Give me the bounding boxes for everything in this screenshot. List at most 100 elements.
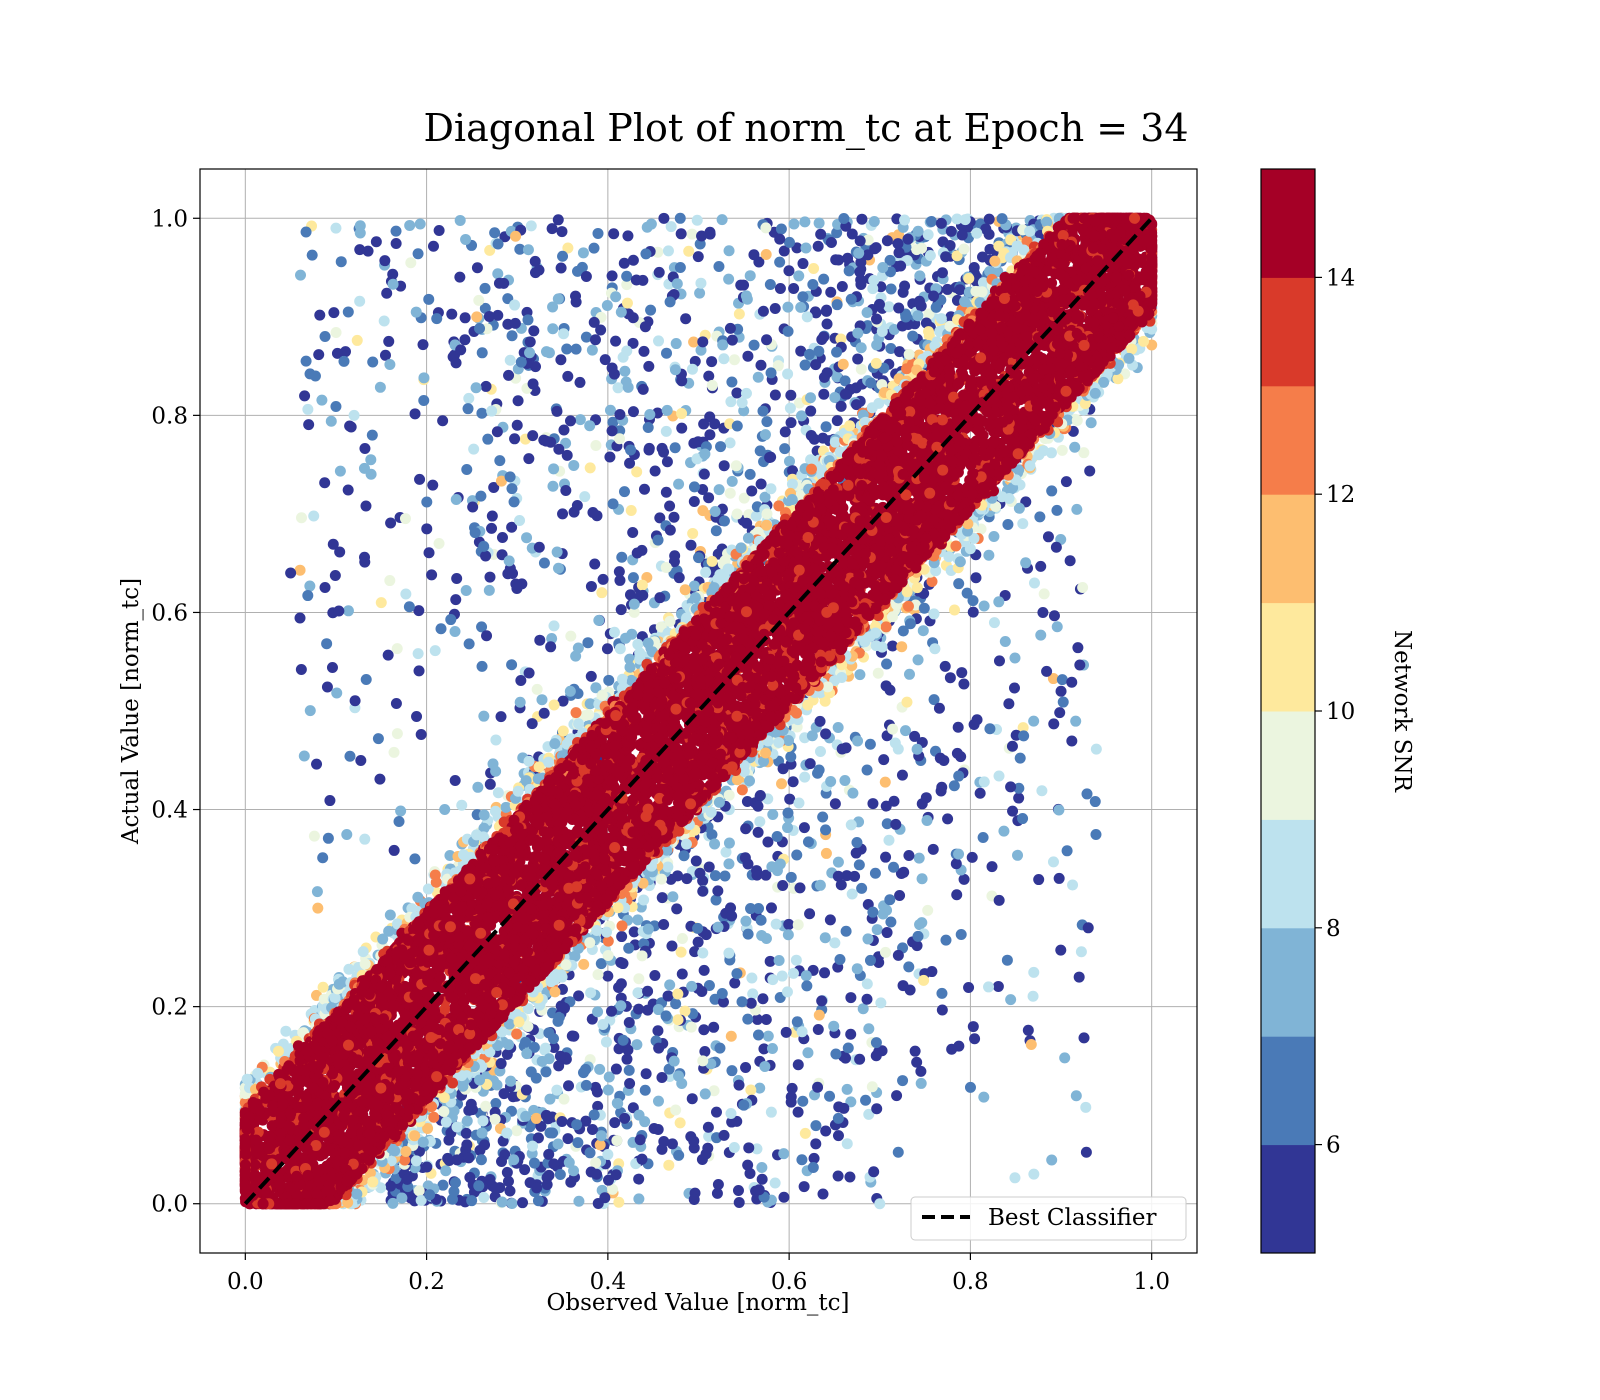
- scatter-point: [641, 221, 653, 233]
- scatter-point: [616, 931, 628, 943]
- scatter-point: [766, 1042, 778, 1054]
- scatter-point: [413, 605, 425, 617]
- scatter-point: [829, 798, 841, 810]
- scatter-point: [754, 789, 766, 801]
- scatter-point: [541, 1172, 553, 1184]
- scatter-point: [630, 274, 642, 286]
- scatter-point: [815, 228, 827, 240]
- scatter-point: [809, 306, 821, 318]
- scatter-point: [783, 734, 795, 746]
- scatter-point: [354, 244, 366, 256]
- scatter-point: [769, 1177, 781, 1189]
- scatter-point: [852, 353, 864, 365]
- scatter-point: [778, 245, 790, 257]
- scatter-point: [393, 816, 405, 828]
- scatter-point: [302, 403, 314, 415]
- scatter-point: [459, 334, 471, 346]
- scatter-point: [686, 1093, 698, 1105]
- scatter-point: [863, 1023, 875, 1035]
- scatter-point: [463, 1152, 475, 1164]
- scatter-point: [319, 331, 331, 343]
- scatter-point: [869, 627, 881, 639]
- scatter-point: [799, 1127, 811, 1139]
- scatter-point: [473, 1180, 485, 1192]
- scatter-point: [816, 995, 828, 1007]
- scatter-point: [833, 1101, 845, 1113]
- scatter-point: [658, 212, 670, 224]
- scatter-point: [950, 858, 962, 870]
- scatter-point: [818, 273, 830, 285]
- scatter-point: [515, 356, 527, 368]
- scatter-point: [913, 852, 925, 864]
- scatter-point: [846, 888, 858, 900]
- scatter-point: [920, 317, 932, 329]
- scatter-point: [832, 1112, 844, 1124]
- scatter-point: [691, 214, 703, 226]
- scatter-point: [861, 993, 873, 1005]
- scatter-point: [612, 382, 624, 394]
- scatter-point: [740, 387, 752, 399]
- scatter-point: [591, 1168, 603, 1180]
- scatter-point: [680, 313, 692, 325]
- scatter-point: [1017, 813, 1029, 825]
- scatter-point: [697, 947, 709, 959]
- scatter-point: [744, 1167, 756, 1179]
- scatter-point: [577, 247, 589, 259]
- scatter-point: [832, 722, 844, 734]
- scatter-point: [476, 660, 488, 672]
- scatter-point: [527, 378, 539, 390]
- scatter-point: [351, 334, 363, 346]
- scatter-point: [870, 1037, 882, 1049]
- scatter-point: [832, 1130, 844, 1142]
- scatter-point: [900, 725, 912, 737]
- scatter-point: [736, 996, 748, 1008]
- scatter-point: [590, 440, 602, 452]
- scatter-point: [597, 573, 609, 585]
- scatter-point: [733, 308, 745, 320]
- scatter-point: [703, 370, 715, 382]
- scatter-point: [704, 226, 716, 238]
- scatter-point: [797, 291, 809, 303]
- scatter-point: [678, 850, 690, 862]
- scatter-point: [607, 416, 619, 428]
- scatter-point: [967, 606, 979, 618]
- scatter-point: [846, 228, 858, 240]
- scatter-point: [501, 1127, 513, 1139]
- scatter-point: [530, 1072, 542, 1084]
- scatter-point: [757, 305, 769, 317]
- scatter-point: [417, 339, 429, 351]
- scatter-point: [624, 457, 636, 469]
- scatter-point: [742, 350, 754, 362]
- scatter-point: [726, 334, 738, 346]
- scatter-point: [461, 463, 473, 475]
- scatter-point: [524, 347, 536, 359]
- scatter-point: [867, 283, 879, 295]
- scatter-point: [835, 400, 847, 412]
- scatter-point: [478, 1191, 490, 1203]
- scatter-point: [627, 526, 639, 538]
- scatter-point: [560, 484, 572, 496]
- scatter-point: [782, 368, 794, 380]
- scatter-point: [923, 308, 935, 320]
- scatter-point: [894, 890, 906, 902]
- scatter-point: [564, 685, 576, 697]
- scatter-point: [450, 357, 462, 369]
- scatter-point: [1014, 752, 1026, 764]
- scatter-point: [344, 750, 356, 762]
- scatter-point: [726, 1065, 738, 1077]
- scatter-point: [476, 621, 488, 633]
- scatter-point: [933, 702, 945, 714]
- scatter-point: [808, 262, 820, 274]
- scatter-point: [871, 1103, 883, 1115]
- scatter-point: [854, 235, 866, 247]
- scatter-point: [1066, 735, 1078, 747]
- scatter-point: [814, 746, 826, 758]
- scatter-point: [563, 1080, 575, 1092]
- scatter-point: [579, 491, 591, 503]
- scatter-point: [888, 323, 900, 335]
- scatter-point: [428, 1111, 440, 1123]
- scatter-point: [570, 707, 582, 719]
- scatter-point: [410, 306, 422, 318]
- scatter-point: [783, 918, 795, 930]
- scatter-point: [999, 636, 1011, 648]
